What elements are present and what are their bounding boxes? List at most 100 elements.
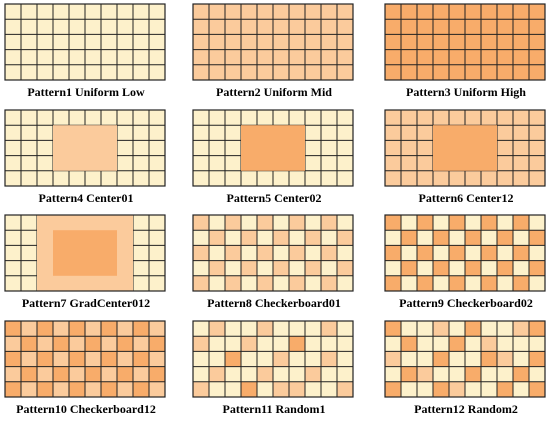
grid-cell — [449, 64, 465, 80]
grid-cell — [481, 230, 497, 246]
grid-cell — [241, 215, 257, 231]
grid-cell — [529, 4, 545, 20]
grid-cell — [257, 245, 273, 261]
grid-cell — [53, 64, 69, 80]
grid-cell — [337, 170, 353, 186]
pattern-caption: Pattern11 Random1 — [222, 402, 326, 416]
grid-cell — [257, 275, 273, 291]
grid-border — [192, 3, 354, 81]
grid-cell — [21, 230, 37, 246]
grid-cell — [433, 19, 449, 35]
grid-cell — [321, 49, 337, 65]
grid-cell — [85, 170, 101, 186]
center-block — [53, 230, 117, 276]
grid-cell — [449, 366, 465, 382]
grid-cell — [401, 321, 417, 337]
grid-cell — [465, 336, 481, 352]
grid-cell — [385, 170, 401, 186]
grid-cell — [337, 275, 353, 291]
grid-cell — [449, 260, 465, 276]
grid-cell — [337, 140, 353, 156]
pattern-caption: Pattern6 Center12 — [418, 191, 514, 205]
grid-cell — [417, 245, 433, 261]
grid-cell — [133, 155, 149, 171]
grid-cell — [321, 245, 337, 261]
grid-cell — [257, 170, 273, 186]
grid-cell — [209, 336, 225, 352]
grid-cell — [513, 49, 529, 65]
grid-cell — [209, 260, 225, 276]
grid-cell — [101, 351, 117, 367]
grid-cell — [497, 4, 513, 20]
pattern-caption: Pattern12 Random2 — [414, 402, 518, 416]
grid-cell — [101, 4, 117, 20]
grid-cell — [225, 366, 241, 382]
grid-cell — [117, 4, 133, 20]
grid-cell — [149, 245, 165, 261]
pattern-grid — [4, 109, 166, 187]
grid-cell — [465, 49, 481, 65]
grid-cell — [193, 125, 209, 141]
grid-cell — [289, 260, 305, 276]
grid-cell — [481, 381, 497, 397]
grid-cell — [37, 19, 53, 35]
grid-cell — [337, 230, 353, 246]
grid-cell — [69, 366, 85, 382]
grid-cell — [321, 321, 337, 337]
grid-cell — [529, 230, 545, 246]
grid-cell — [337, 155, 353, 171]
grid-cell — [401, 140, 417, 156]
grid-cell — [305, 321, 321, 337]
grid-cell — [101, 49, 117, 65]
grid-cell — [209, 275, 225, 291]
grid-cell — [401, 155, 417, 171]
grid-cell — [529, 19, 545, 35]
grid-cell — [21, 366, 37, 382]
grid-cell — [385, 351, 401, 367]
grid-cell — [225, 110, 241, 126]
grid-cell — [193, 155, 209, 171]
grid-cell — [513, 381, 529, 397]
grid-cell — [225, 215, 241, 231]
grid-cell — [273, 275, 289, 291]
grid-cell — [273, 110, 289, 126]
grid-cell — [497, 275, 513, 291]
pattern-panel: Pattern11 Random1 — [192, 320, 356, 421]
grid-cell — [193, 381, 209, 397]
grid-cell — [53, 336, 69, 352]
pattern-caption: Pattern1 Uniform Low — [27, 85, 145, 99]
grid-cell — [417, 110, 433, 126]
grid-border — [384, 320, 546, 398]
grid-cell — [465, 366, 481, 382]
pattern-grid — [4, 214, 166, 292]
grid-cell — [481, 351, 497, 367]
grid-cell — [305, 381, 321, 397]
grid-cell — [449, 170, 465, 186]
grid-cell — [529, 34, 545, 50]
pattern-panel: Pattern12 Random2 — [384, 320, 548, 421]
grid-cell — [529, 275, 545, 291]
grid-cell — [497, 215, 513, 231]
grid-cell — [305, 49, 321, 65]
grid-cell — [193, 19, 209, 35]
grid-cell — [497, 351, 513, 367]
grid-cell — [133, 275, 149, 291]
grid-cell — [289, 321, 305, 337]
grid-cell — [193, 351, 209, 367]
grid-cell — [465, 260, 481, 276]
grid-cell — [133, 351, 149, 367]
grid-cell — [305, 110, 321, 126]
grid-cell — [257, 215, 273, 231]
grid-cell — [433, 215, 449, 231]
grid-cell — [53, 49, 69, 65]
grid-cell — [149, 4, 165, 20]
grid-cell — [257, 19, 273, 35]
grid-cell — [529, 110, 545, 126]
grid-cell — [273, 34, 289, 50]
grid-cell — [241, 49, 257, 65]
grid-cell — [385, 366, 401, 382]
grid-cell — [85, 336, 101, 352]
grid-cell — [117, 321, 133, 337]
grid-cell — [433, 336, 449, 352]
grid-cell — [401, 49, 417, 65]
